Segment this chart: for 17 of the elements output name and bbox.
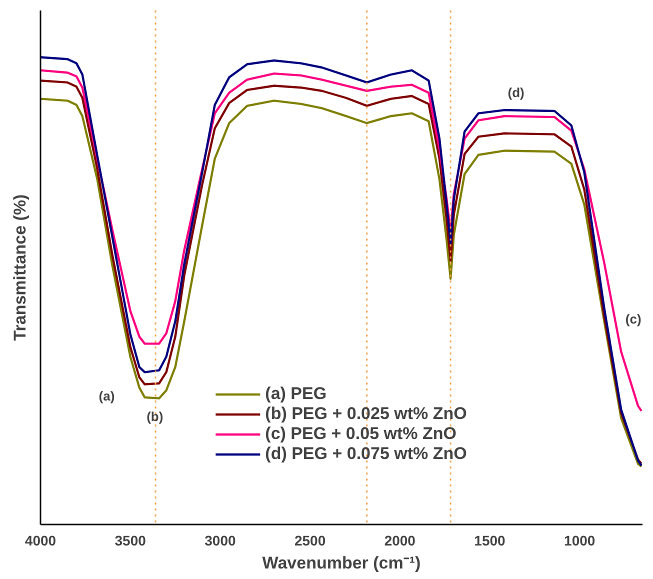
x-tick-label: 3000 <box>204 532 236 548</box>
annotation: (c) <box>625 311 642 326</box>
x-tick-label: 2000 <box>384 532 416 548</box>
x-tick-label: 2500 <box>294 532 326 548</box>
annotation: (a) <box>98 388 115 404</box>
legend-label: (b) PEG + 0.025 wt% ZnO <box>265 404 467 424</box>
legend-label: (d) PEG + 0.075 wt% ZnO <box>265 444 467 464</box>
x-tick-label: 4000 <box>24 532 56 548</box>
y-axis-title: Transmittance (%) <box>10 194 30 341</box>
legend-label: (a) PEG <box>265 384 327 404</box>
x-tick-label: 1000 <box>564 532 596 548</box>
x-tick-label: 1500 <box>474 532 506 548</box>
annotation: (b) <box>146 409 164 424</box>
x-axis-title: Wavenumber (cm⁻¹) <box>262 554 421 572</box>
legend-label: (c) PEG + 0.05 wt% ZnO <box>265 424 456 444</box>
x-tick-label: 3500 <box>114 532 146 548</box>
annotation: (d) <box>508 85 524 100</box>
